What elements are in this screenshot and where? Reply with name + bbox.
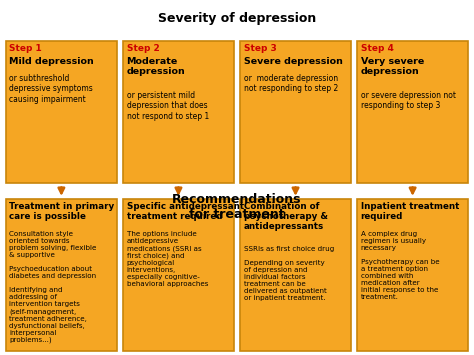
Bar bbox=[357, 199, 468, 351]
Bar bbox=[240, 199, 351, 351]
Text: Mild depression: Mild depression bbox=[9, 57, 94, 66]
Text: Inpatient treatment
required: Inpatient treatment required bbox=[361, 202, 459, 221]
Text: Severe depression: Severe depression bbox=[244, 57, 343, 66]
Text: Consultation style
oriented towards
problem solving, flexible
& supportive

Psyc: Consultation style oriented towards prob… bbox=[9, 231, 97, 343]
Text: Step 3: Step 3 bbox=[244, 44, 276, 53]
Text: Step 4: Step 4 bbox=[361, 44, 393, 53]
Text: Step 2: Step 2 bbox=[127, 44, 159, 53]
Text: Severity of depression: Severity of depression bbox=[158, 12, 316, 26]
Text: The options include
antidepressive
medications (SSRI as
first choice) and
psycho: The options include antidepressive medic… bbox=[127, 231, 208, 288]
Text: or  moderate depression
not responding to step 2: or moderate depression not responding to… bbox=[244, 74, 338, 93]
Bar bbox=[6, 41, 117, 183]
Text: or severe depression not
responding to step 3: or severe depression not responding to s… bbox=[361, 91, 456, 110]
Bar bbox=[6, 199, 117, 351]
Bar bbox=[123, 41, 234, 183]
Text: Moderate
depression: Moderate depression bbox=[127, 57, 185, 76]
Bar bbox=[357, 41, 468, 183]
Text: or persistent mild
depression that does
not respond to step 1: or persistent mild depression that does … bbox=[127, 91, 209, 121]
Text: Specific antidepressant
treatment required: Specific antidepressant treatment requir… bbox=[127, 202, 244, 221]
Text: SSRIs as first choice drug

Depending on severity
of depression and
individual f: SSRIs as first choice drug Depending on … bbox=[244, 246, 334, 301]
Text: Step 1: Step 1 bbox=[9, 44, 42, 53]
Text: Recommendations
for treatment: Recommendations for treatment bbox=[172, 193, 302, 222]
Text: A complex drug
regimen is usually
necessary

Psychotherapy can be
a treatment op: A complex drug regimen is usually necess… bbox=[361, 231, 439, 300]
Text: or subthreshold
depressive symptoms
causing impairment: or subthreshold depressive symptoms caus… bbox=[9, 74, 93, 104]
Bar bbox=[123, 199, 234, 351]
Text: Combination of
psychotherapy &
antidepressants: Combination of psychotherapy & antidepre… bbox=[244, 202, 328, 231]
Bar bbox=[240, 41, 351, 183]
Text: Treatment in primary
care is possible: Treatment in primary care is possible bbox=[9, 202, 115, 221]
Text: Very severe
depression: Very severe depression bbox=[361, 57, 424, 76]
